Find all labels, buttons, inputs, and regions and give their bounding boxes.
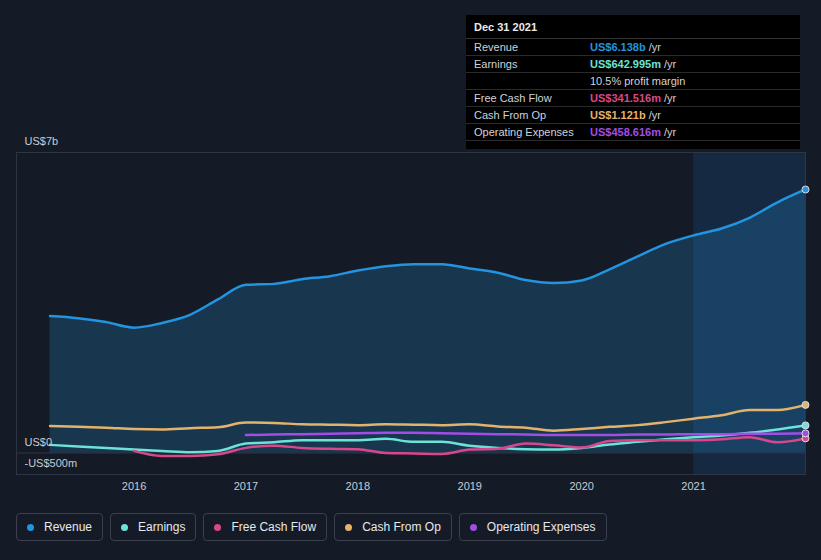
svg-text:2021: 2021	[681, 480, 705, 492]
html-text:Earnings: Earnings	[138, 520, 186, 534]
html-text:Cash From Op: Cash From Op	[474, 109, 547, 121]
html-text:US$458.616m /yr: US$458.616m /yr	[590, 126, 677, 138]
html-text:US$642.995m /yr: US$642.995m /yr	[590, 58, 677, 70]
html-text:US$341.516m /yr: US$341.516m /yr	[590, 92, 677, 104]
html-text:Revenue: Revenue	[44, 520, 92, 534]
html-text:Dec 31 2021: Dec 31 2021	[474, 21, 537, 33]
svg-text:US$7b: US$7b	[25, 135, 59, 147]
html-text:Operating Expenses: Operating Expenses	[474, 126, 574, 138]
html-text:Revenue: Revenue	[474, 41, 518, 53]
html-text:Cash From Op: Cash From Op	[362, 520, 441, 534]
html-text:10.5% profit margin: 10.5% profit margin	[590, 75, 686, 87]
html-text:Free Cash Flow: Free Cash Flow	[474, 92, 552, 104]
svg-text:2016: 2016	[122, 480, 146, 492]
svg-text:2019: 2019	[458, 480, 482, 492]
html-text:US$6.138b /yr: US$6.138b /yr	[590, 41, 661, 53]
html-text:Operating Expenses: Operating Expenses	[486, 520, 596, 534]
html-text:Free Cash Flow: Free Cash Flow	[231, 520, 317, 534]
svg-text:-US$500m: -US$500m	[25, 457, 78, 469]
svg-text:2018: 2018	[346, 480, 370, 492]
svg-text:2017: 2017	[234, 480, 258, 492]
html-text:US$1.121b /yr: US$1.121b /yr	[590, 109, 661, 121]
svg-text:2020: 2020	[569, 480, 593, 492]
html-text:Earnings: Earnings	[474, 58, 518, 70]
svg-text:US$0: US$0	[25, 436, 53, 448]
